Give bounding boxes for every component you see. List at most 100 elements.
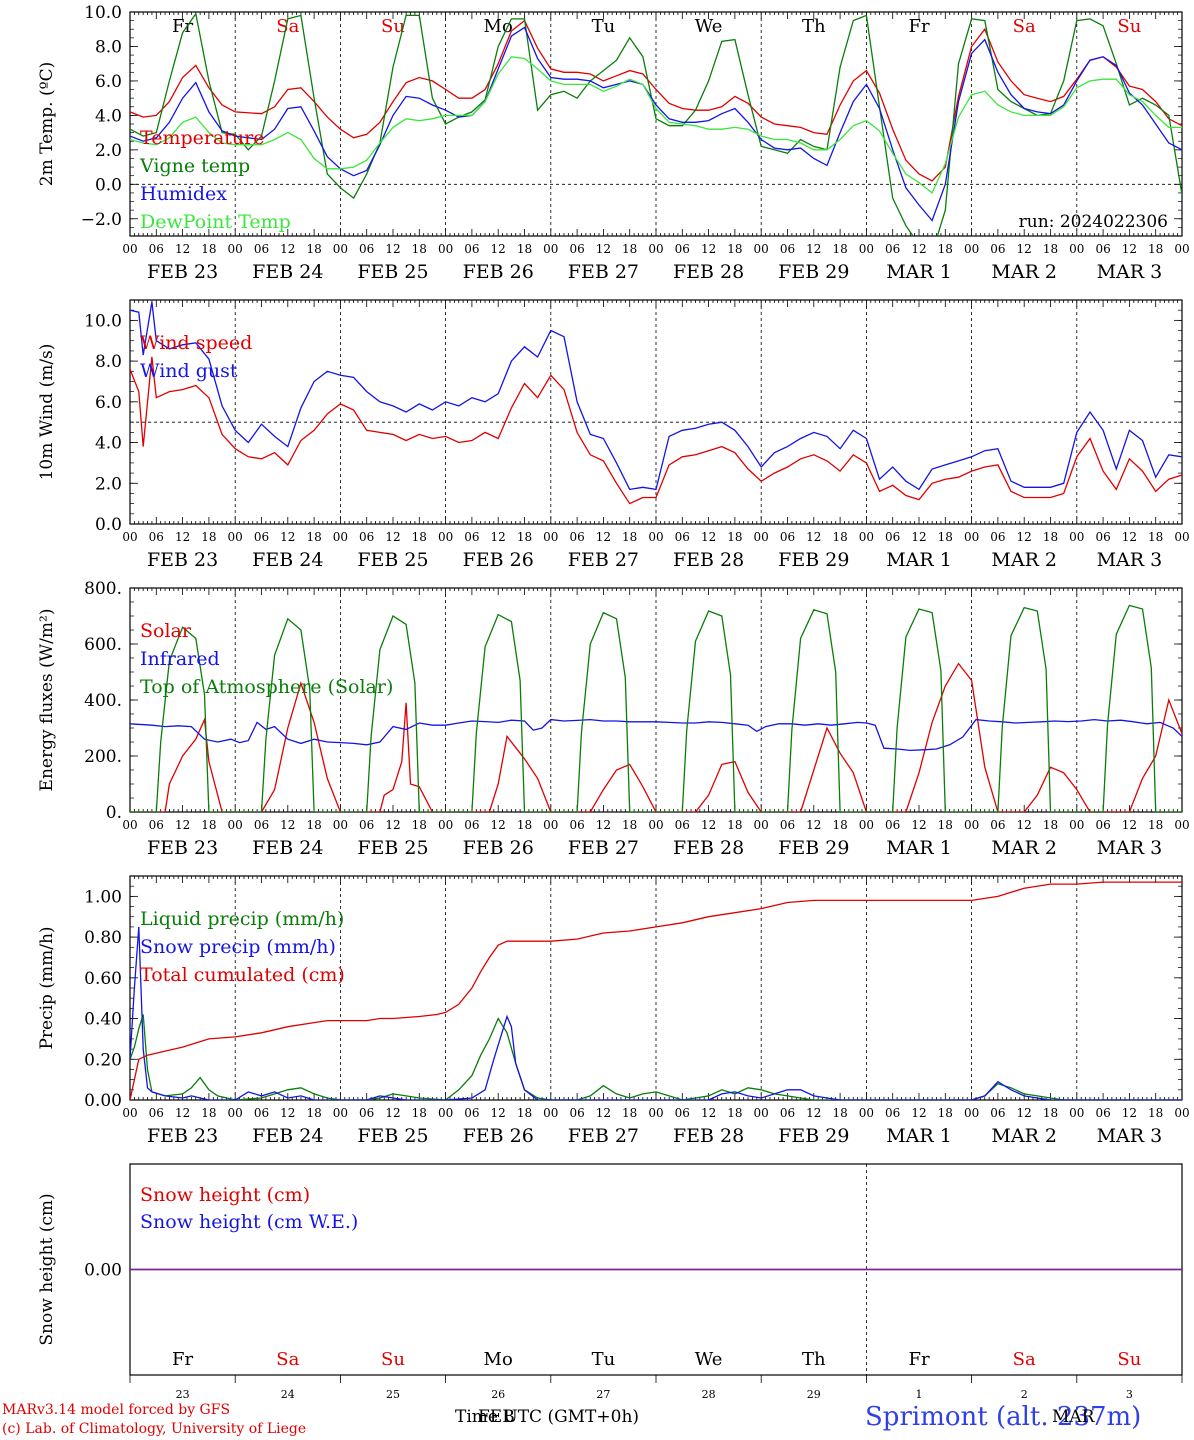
day-name-label: Sa	[276, 16, 299, 37]
hour-tick-label: 12	[701, 818, 716, 832]
date-label: MAR 1	[886, 261, 952, 283]
hour-tick-label: 18	[517, 242, 532, 256]
hour-tick-label: 00	[754, 818, 769, 832]
y-tick-label: 1.00	[84, 887, 122, 907]
hour-tick-label: 12	[701, 530, 716, 544]
hour-tick-label: 00	[859, 530, 874, 544]
y-axis-label: 10m Wind (m/s)	[37, 344, 57, 481]
hour-tick-label: 12	[491, 242, 506, 256]
plot-frame	[129, 587, 1183, 813]
y-tick-label: 2.0	[95, 141, 122, 161]
series-line-red	[130, 662, 1182, 812]
hour-tick-label: 18	[622, 530, 637, 544]
day-name-label: Fr	[172, 1349, 193, 1370]
hour-tick-label: 06	[149, 818, 164, 832]
hour-tick-label: 18	[1043, 242, 1058, 256]
hour-tick-label: 12	[385, 818, 400, 832]
y-tick-label: 4.0	[95, 434, 122, 454]
y-tick-label: 0.60	[84, 969, 122, 989]
hour-tick-label: 06	[359, 242, 374, 256]
hour-tick-label: 06	[780, 818, 795, 832]
hour-tick-label: 00	[1069, 530, 1084, 544]
date-label: MAR 2	[991, 549, 1057, 571]
y-tick-label: 0.40	[84, 1010, 122, 1030]
legend-entry: DewPoint Temp	[140, 211, 291, 233]
hour-tick-label: 18	[1043, 1106, 1058, 1120]
hour-tick-label: 00	[228, 818, 243, 832]
hour-tick-label: 06	[149, 242, 164, 256]
series-line-red	[130, 19, 1182, 182]
hour-tick-label: 12	[280, 242, 295, 256]
hour-tick-label: 06	[780, 1106, 795, 1120]
hour-tick-label: 18	[517, 818, 532, 832]
y-tick-label: 6.0	[95, 72, 122, 92]
hour-tick-label: 00	[228, 1106, 243, 1120]
hour-tick-label: 00	[438, 1106, 453, 1120]
hour-tick-label: 12	[806, 1106, 821, 1120]
hour-tick-label: 06	[885, 242, 900, 256]
y-tick-label: 0.00	[84, 1261, 122, 1281]
y-tick-label: 400.	[84, 691, 122, 711]
day-name-label: Fr	[172, 16, 193, 37]
hour-tick-label: 12	[175, 242, 190, 256]
hour-tick-label: 18	[201, 530, 216, 544]
y-axis-label: 2m Temp. (ºC)	[37, 62, 57, 187]
hour-tick-label: 06	[569, 242, 584, 256]
series-line-blue	[130, 926, 1182, 1100]
x-axis-month-overlay: FEB	[478, 1407, 515, 1427]
date-label: FEB 25	[357, 1125, 428, 1147]
hour-tick-label: 06	[990, 530, 1005, 544]
date-label: FEB 27	[568, 549, 639, 571]
hour-tick-label: 18	[1148, 1106, 1163, 1120]
hour-tick-label: 00	[1174, 818, 1189, 832]
hour-tick-label: 06	[464, 818, 479, 832]
hour-tick-label: 12	[385, 530, 400, 544]
hour-tick-label: 06	[1095, 242, 1110, 256]
day-name-label: Th	[802, 16, 826, 37]
hour-tick-label: 12	[911, 1106, 926, 1120]
hour-tick-label: 18	[938, 1106, 953, 1120]
legend-entry: Vigne temp	[139, 155, 250, 177]
day-number-label: 28	[702, 1388, 716, 1401]
lab-credit: (c) Lab. of Climatology, University of L…	[2, 1421, 307, 1437]
date-label: FEB 29	[778, 1125, 849, 1147]
hour-tick-label: 12	[491, 1106, 506, 1120]
date-label: FEB 23	[147, 549, 218, 571]
hour-tick-label: 18	[727, 242, 742, 256]
model-credit: MARv3.14 model forced by GFS	[2, 1402, 231, 1418]
hour-tick-label: 06	[359, 1106, 374, 1120]
hour-tick-label: 12	[1017, 818, 1032, 832]
hour-tick-label: 18	[938, 818, 953, 832]
hour-tick-label: 00	[859, 242, 874, 256]
hour-tick-label: 12	[491, 818, 506, 832]
legend-entry: Infrared	[140, 648, 220, 670]
hour-tick-label: 06	[569, 1106, 584, 1120]
legend-entry: Total cumulated (cm)	[140, 964, 345, 986]
hour-tick-label: 06	[359, 818, 374, 832]
hour-tick-label: 00	[228, 530, 243, 544]
hour-tick-label: 12	[701, 242, 716, 256]
hour-tick-label: 06	[1095, 818, 1110, 832]
day-name-label: Sa	[276, 1349, 299, 1370]
hour-tick-label: 00	[122, 1106, 137, 1120]
y-axis-label: Energy fluxes (W/m²)	[37, 609, 57, 792]
hour-tick-label: 06	[990, 242, 1005, 256]
date-label: FEB 24	[252, 1125, 323, 1147]
hour-tick-label: 00	[648, 818, 663, 832]
legend-entry: Snow height (cm)	[140, 1184, 310, 1206]
hour-tick-label: 00	[122, 530, 137, 544]
date-label: FEB 24	[252, 549, 323, 571]
hour-tick-label: 12	[1017, 530, 1032, 544]
day-name-label: Tu	[592, 16, 616, 37]
legend-entry: Snow height (cm W.E.)	[140, 1211, 358, 1233]
day-number-label: 3	[1126, 1388, 1133, 1401]
day-name-label: Sa	[1013, 1349, 1036, 1370]
hour-tick-label: 00	[648, 242, 663, 256]
hour-tick-label: 00	[1174, 242, 1189, 256]
hour-tick-label: 00	[228, 242, 243, 256]
hour-tick-label: 18	[1043, 530, 1058, 544]
legend-entry: Temperature	[140, 127, 264, 149]
day-number-label: 1	[916, 1388, 923, 1401]
date-label: FEB 26	[463, 549, 534, 571]
date-label: MAR 1	[886, 549, 952, 571]
